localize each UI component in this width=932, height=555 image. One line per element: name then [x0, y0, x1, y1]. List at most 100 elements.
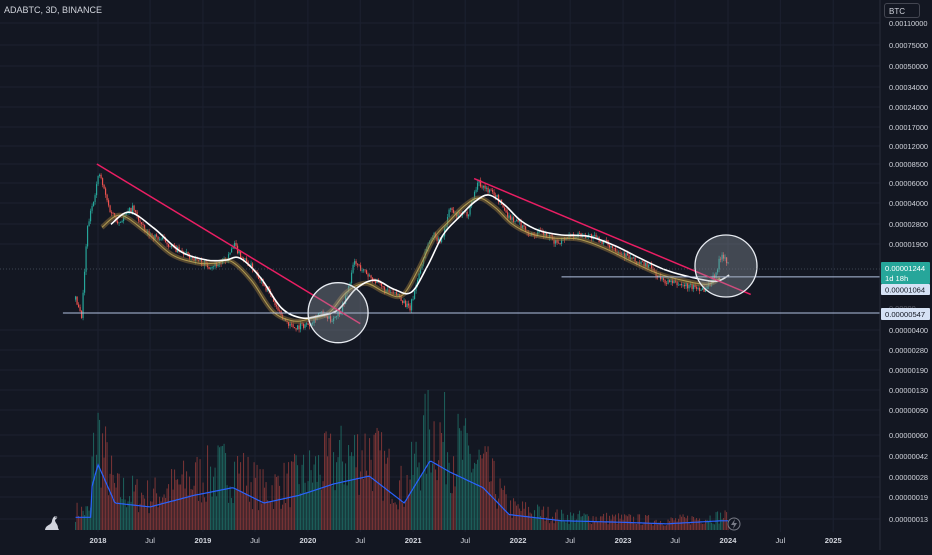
candle-body [392, 292, 395, 294]
volume-bar [274, 474, 276, 530]
volume-bar [207, 445, 209, 530]
candle-body [706, 286, 708, 289]
candle-body [233, 242, 236, 248]
volume-bar [724, 510, 726, 530]
candle-body [725, 257, 728, 264]
candle-body [497, 194, 500, 203]
y-tick-label: 0.00000060 [889, 431, 928, 440]
candle-body [208, 267, 210, 270]
volume-bar [345, 463, 347, 530]
candle-body [502, 204, 504, 208]
volume-bar [622, 519, 624, 530]
volume-bar [595, 516, 597, 530]
candle-body [331, 321, 333, 322]
volume-bar [498, 498, 500, 530]
candle-body [667, 280, 669, 284]
volume-bar [420, 490, 422, 530]
volume-bar [172, 489, 174, 530]
volume-bar [591, 523, 593, 530]
candle-body [697, 288, 699, 289]
candle-body [353, 261, 356, 265]
x-tick-label: 2020 [299, 536, 316, 545]
candle-body [721, 254, 723, 260]
level-upper-badge [881, 284, 930, 295]
volume-bar [355, 467, 357, 530]
volume-bar [711, 522, 713, 530]
candle-body [418, 273, 420, 280]
volume-bar [598, 521, 600, 530]
volume-bar [285, 503, 287, 530]
volume-bar [658, 522, 660, 530]
y-tick-label: 0.00075000 [889, 41, 928, 50]
candle-body [251, 263, 254, 271]
volume-bar [193, 485, 195, 530]
candle-body [91, 206, 93, 211]
volume-bar [283, 462, 285, 530]
volume-bar [382, 500, 384, 530]
volume-bar [342, 461, 344, 530]
symbol-title[interactable]: ADABTC, 3D, BINANCE [4, 5, 103, 15]
candle-body [299, 323, 302, 330]
volume-bar [84, 515, 86, 530]
candle-body [704, 288, 707, 292]
volume-bar [102, 433, 104, 530]
x-tick-label: Jul [250, 536, 260, 545]
candle-body [473, 191, 476, 199]
tradingview-logo-icon[interactable] [42, 512, 64, 534]
candle-body [673, 280, 675, 284]
volume-bar [457, 413, 459, 530]
volume-bar [384, 450, 386, 530]
volume-bar [616, 523, 618, 530]
candle-body [715, 272, 717, 278]
volume-bar [228, 502, 230, 530]
y-tick-label: 0.00004000 [889, 199, 928, 208]
candle-body [365, 270, 368, 275]
candle-body [482, 185, 485, 188]
volume-bar [568, 524, 570, 530]
volume-bar [402, 503, 404, 530]
candle-body [92, 201, 95, 207]
candle-body [89, 210, 92, 222]
volume-bar [430, 472, 432, 530]
volume-bar [103, 457, 105, 530]
y-tick-label: 0.00000019 [889, 493, 928, 502]
volume-bar [676, 521, 678, 530]
volume-bar [300, 493, 302, 530]
volume-bar [144, 498, 146, 530]
volume-bar [340, 425, 342, 530]
candle-body [578, 233, 581, 234]
volume-bar [330, 433, 332, 530]
candle-body [701, 287, 704, 290]
volume-bar [493, 460, 495, 530]
candle-body [665, 283, 668, 284]
volume-bar [619, 518, 621, 530]
candle-body [230, 248, 233, 253]
volume-bar [273, 509, 275, 530]
volume-bar [346, 485, 348, 530]
candle-body [275, 305, 278, 307]
candle-body [332, 317, 335, 322]
volume-bar [685, 518, 687, 530]
volume-bar [520, 510, 522, 530]
volume-bar [352, 456, 354, 530]
level-upper-value: 0.00001064 [885, 286, 925, 295]
volume-bar [426, 473, 428, 530]
candle-body [103, 184, 105, 189]
candle-body [86, 226, 89, 247]
candle-body [263, 285, 266, 287]
volume-bar [163, 494, 165, 530]
candle-body [187, 252, 189, 255]
volume-bar [334, 490, 336, 530]
candle-body [452, 210, 455, 214]
volume-bar [579, 510, 581, 530]
candle-body [308, 324, 311, 327]
volume-bar [331, 486, 333, 530]
candle-body [610, 246, 612, 248]
volume-bar [298, 484, 300, 530]
candle-body [164, 238, 167, 243]
volume-bar [693, 516, 695, 530]
scale-currency-button[interactable]: BTC [884, 3, 920, 18]
